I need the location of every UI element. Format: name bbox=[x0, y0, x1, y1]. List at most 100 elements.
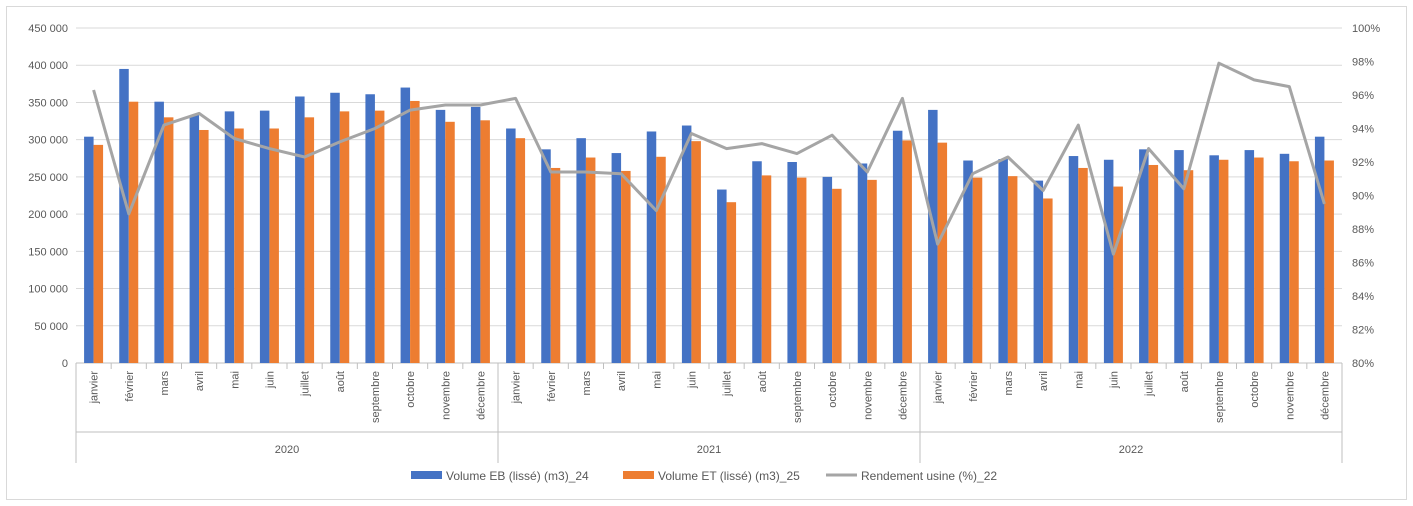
bar-volume-eb bbox=[541, 149, 551, 363]
x-tick-label: octobre bbox=[405, 371, 417, 408]
bar-volume-eb bbox=[400, 87, 411, 364]
bar-volume-eb bbox=[119, 68, 129, 363]
x-tick-label: mars bbox=[1003, 371, 1015, 396]
bar-volume-eb bbox=[892, 130, 903, 363]
bar-volume-eb bbox=[189, 115, 200, 363]
bar-volume-eb bbox=[576, 138, 586, 363]
x-tick-label: janvier bbox=[511, 371, 523, 405]
bar-volume-eb bbox=[787, 162, 797, 363]
y-tick-label: 450 000 bbox=[28, 23, 68, 35]
x-tick-label: octobre bbox=[1249, 371, 1261, 408]
bar-volume-eb bbox=[717, 189, 727, 363]
x-tick-label: février bbox=[124, 371, 136, 402]
x-tick-label: août bbox=[757, 371, 769, 392]
x-tick-label: novembre bbox=[1284, 371, 1296, 420]
x-tick-label: septembre bbox=[792, 371, 804, 423]
bar-volume-et bbox=[1218, 159, 1229, 363]
bar-volume-eb bbox=[506, 128, 516, 363]
legend-swatch bbox=[411, 471, 442, 479]
bar-volume-et bbox=[585, 157, 596, 363]
y2-tick-label: 94% bbox=[1352, 124, 1374, 136]
x-tick-label: mars bbox=[159, 371, 171, 396]
combo-chart: 0 50 000 100 000 150 000 200 000 250 000 300 0… bbox=[28, 23, 1380, 483]
bar-volume-eb bbox=[435, 109, 446, 363]
bar-volume-eb bbox=[1174, 150, 1184, 363]
x-tick-label: décembre bbox=[1319, 371, 1331, 420]
bar-volume-et bbox=[832, 188, 842, 363]
bar-volume-eb bbox=[84, 136, 94, 363]
legend-label: Volume ET (lissé) (m3)_25 bbox=[658, 469, 800, 483]
y-tick-label: 100 000 bbox=[28, 284, 68, 296]
bar-volume-et bbox=[1254, 157, 1264, 363]
x-tick-label: août bbox=[335, 371, 347, 392]
bar-volume-et bbox=[410, 100, 420, 363]
bar-volume-et bbox=[796, 177, 807, 363]
bar-volume-eb bbox=[681, 125, 692, 364]
x-tick-label: janvier bbox=[933, 371, 945, 405]
bar-volume-et bbox=[867, 179, 877, 363]
bar-volume-eb bbox=[646, 131, 657, 363]
x-tick-label: mai bbox=[1073, 371, 1085, 389]
x-tick-label: juillet bbox=[1144, 371, 1156, 397]
bar-volume-eb bbox=[365, 94, 375, 363]
bar-volume-et bbox=[128, 101, 139, 363]
chart-frame: 0 50 000 100 000 150 000 200 000 250 000 300 0… bbox=[6, 6, 1407, 500]
bar-volume-et bbox=[304, 117, 315, 363]
x-tick-label: juin bbox=[686, 371, 698, 389]
bar-volume-et bbox=[1113, 186, 1123, 363]
bar-volume-et bbox=[199, 129, 209, 363]
bar-volume-et bbox=[691, 141, 701, 363]
legend-label: Volume EB (lissé) (m3)_24 bbox=[446, 469, 589, 483]
bar-volume-eb bbox=[470, 106, 481, 364]
x-tick-label: février bbox=[968, 371, 980, 402]
x-tick-label: septembre bbox=[370, 371, 382, 423]
bar-volume-et bbox=[1289, 161, 1299, 363]
bar-volume-eb bbox=[1314, 136, 1325, 363]
bar-volume-et bbox=[269, 128, 279, 363]
bar-volume-eb bbox=[928, 109, 938, 363]
bar-volume-et bbox=[374, 110, 385, 363]
bar-volume-eb bbox=[1139, 149, 1149, 363]
bar-volume-eb bbox=[1244, 150, 1255, 363]
x-tick-label: décembre bbox=[475, 371, 487, 420]
x-tick-label: octobre bbox=[827, 371, 839, 408]
bar-volume-et bbox=[339, 111, 350, 363]
x-group-label: 2021 bbox=[697, 444, 721, 456]
y2-tick-label: 96% bbox=[1352, 90, 1374, 102]
bar-volume-et bbox=[1078, 167, 1088, 363]
x-tick-label: avril bbox=[616, 371, 628, 391]
y2-tick-label: 90% bbox=[1352, 191, 1374, 203]
x-tick-label: septembre bbox=[1214, 371, 1226, 423]
x-tick-label: février bbox=[546, 371, 558, 402]
y2-tick-label: 100% bbox=[1352, 23, 1380, 35]
y2-tick-label: 98% bbox=[1352, 57, 1374, 69]
bar-volume-et bbox=[1183, 170, 1194, 363]
bar-volume-et bbox=[761, 175, 772, 363]
y2-tick-label: 92% bbox=[1352, 157, 1374, 169]
bar-volume-eb bbox=[822, 176, 833, 363]
bar-volume-et bbox=[972, 177, 983, 363]
bar-volume-eb bbox=[1279, 153, 1290, 363]
x-tick-label: avril bbox=[194, 371, 206, 391]
bar-volume-et bbox=[1324, 160, 1334, 363]
y-tick-label: 0 bbox=[62, 358, 68, 370]
bar-volume-et bbox=[515, 138, 526, 363]
x-tick-label: juillet bbox=[722, 371, 734, 397]
bar-volume-et bbox=[1007, 176, 1018, 363]
y-tick-label: 150 000 bbox=[28, 246, 68, 258]
bar-volume-eb bbox=[154, 101, 164, 363]
bar-volume-eb bbox=[259, 110, 270, 363]
x-tick-label: mai bbox=[229, 371, 241, 389]
bar-volume-eb bbox=[963, 160, 973, 363]
bar-volume-et bbox=[93, 144, 104, 363]
bar-volume-eb bbox=[1033, 180, 1044, 363]
y-tick-label: 250 000 bbox=[28, 172, 68, 184]
bar-volume-et bbox=[234, 128, 244, 363]
bar-volume-eb bbox=[295, 96, 305, 363]
line-rendement-usine bbox=[92, 61, 1326, 256]
y2-tick-label: 88% bbox=[1352, 224, 1374, 236]
x-group-label: 2022 bbox=[1119, 444, 1143, 456]
x-tick-label: août bbox=[1179, 371, 1191, 392]
bar-volume-et bbox=[656, 156, 666, 363]
y2-tick-label: 86% bbox=[1352, 258, 1374, 270]
